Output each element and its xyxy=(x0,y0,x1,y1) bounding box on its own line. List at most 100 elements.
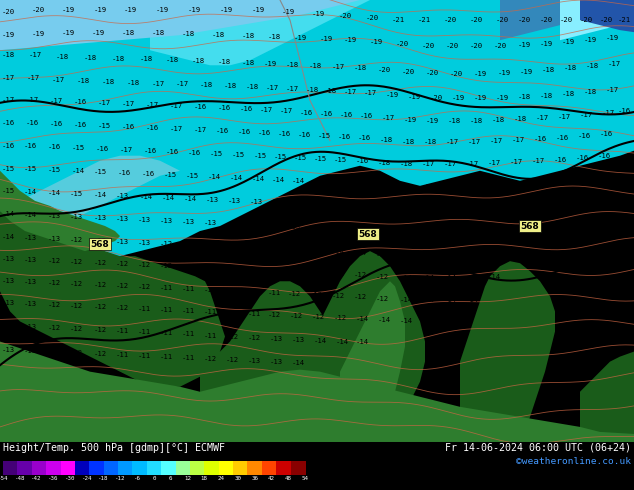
Text: -16: -16 xyxy=(238,128,250,135)
Text: -16: -16 xyxy=(531,181,545,187)
Text: -13: -13 xyxy=(292,337,304,343)
Text: -16: -16 xyxy=(193,104,207,110)
Text: -12: -12 xyxy=(159,241,172,247)
Text: -19: -19 xyxy=(219,7,233,13)
Text: -14: -14 xyxy=(422,297,434,303)
Text: -14: -14 xyxy=(488,274,501,280)
Text: -19: -19 xyxy=(281,9,295,15)
Text: -17: -17 xyxy=(98,100,110,106)
Text: -18: -18 xyxy=(306,87,318,94)
Text: -13: -13 xyxy=(228,198,240,204)
Text: -17: -17 xyxy=(51,77,65,83)
Text: -16: -16 xyxy=(531,204,545,210)
Text: -18: -18 xyxy=(242,33,255,39)
Text: -12: -12 xyxy=(332,294,344,299)
Text: -12: -12 xyxy=(115,283,129,289)
Text: -14: -14 xyxy=(1,234,15,240)
Text: -18: -18 xyxy=(126,80,139,86)
Text: 568: 568 xyxy=(521,221,540,230)
Text: -13: -13 xyxy=(249,199,262,205)
Text: -14: -14 xyxy=(399,275,413,281)
Text: -19: -19 xyxy=(385,93,399,98)
Text: -20: -20 xyxy=(517,17,531,23)
Text: -13: -13 xyxy=(115,216,129,222)
Text: -13: -13 xyxy=(269,336,283,342)
Text: -18: -18 xyxy=(84,55,96,61)
Bar xyxy=(60,461,75,475)
Text: -14: -14 xyxy=(139,194,153,200)
Text: -16: -16 xyxy=(576,155,588,161)
Text: -11: -11 xyxy=(159,354,172,360)
Text: -13: -13 xyxy=(138,240,150,246)
Text: -16: -16 xyxy=(216,127,229,134)
Text: -13: -13 xyxy=(93,215,107,221)
Text: 568: 568 xyxy=(359,229,377,239)
Text: -17: -17 xyxy=(579,112,593,118)
Text: -14: -14 xyxy=(399,297,413,303)
Polygon shape xyxy=(500,0,634,40)
Text: -17: -17 xyxy=(377,183,391,189)
Text: -11: -11 xyxy=(181,355,195,361)
Text: -18: -18 xyxy=(491,117,505,122)
Bar xyxy=(219,461,233,475)
Text: -21: -21 xyxy=(618,17,631,23)
Text: -18: -18 xyxy=(181,31,195,37)
Text: -14: -14 xyxy=(313,338,327,343)
Text: -13: -13 xyxy=(181,219,195,225)
Text: -12: -12 xyxy=(93,260,107,266)
Text: -16: -16 xyxy=(122,123,134,129)
Text: -17: -17 xyxy=(488,160,501,166)
Text: -48: -48 xyxy=(15,476,25,482)
Text: 18: 18 xyxy=(201,476,208,482)
Polygon shape xyxy=(200,369,460,442)
Text: -15: -15 xyxy=(399,207,413,213)
Text: -14: -14 xyxy=(399,318,413,324)
Text: -19: -19 xyxy=(61,7,75,13)
Text: -11: -11 xyxy=(138,329,150,336)
Text: -18: -18 xyxy=(152,30,165,36)
Text: 30: 30 xyxy=(235,476,242,482)
Text: 42: 42 xyxy=(268,476,275,482)
Text: -18: -18 xyxy=(583,89,597,96)
Text: -12: -12 xyxy=(375,274,389,280)
Text: -21: -21 xyxy=(417,17,430,23)
Text: -18: -18 xyxy=(112,56,124,62)
Text: -14: -14 xyxy=(183,196,197,202)
Text: -14: -14 xyxy=(23,189,37,195)
Text: -11: -11 xyxy=(181,286,195,293)
Text: -18: -18 xyxy=(564,65,576,72)
Polygon shape xyxy=(0,111,180,231)
Text: -19: -19 xyxy=(451,96,465,101)
Text: -12: -12 xyxy=(226,357,238,363)
Text: -17: -17 xyxy=(536,115,548,121)
Text: -18: -18 xyxy=(562,92,574,98)
Text: -11: -11 xyxy=(159,285,172,291)
Text: -19: -19 xyxy=(605,35,619,41)
Text: -18: -18 xyxy=(1,52,15,58)
Text: -20: -20 xyxy=(446,43,458,49)
Text: -36: -36 xyxy=(48,476,58,482)
Bar xyxy=(118,461,133,475)
Text: -20: -20 xyxy=(559,17,573,23)
Text: -18: -18 xyxy=(55,54,68,60)
Text: -17: -17 xyxy=(465,161,479,167)
Text: -19: -19 xyxy=(370,39,382,45)
Text: -19: -19 xyxy=(583,37,597,43)
Text: -15: -15 xyxy=(72,145,84,150)
Text: -16: -16 xyxy=(1,143,15,148)
Text: -17: -17 xyxy=(193,126,207,133)
Text: -18: -18 xyxy=(191,58,205,64)
Text: -11: -11 xyxy=(159,330,172,337)
Text: -20: -20 xyxy=(579,17,593,23)
Text: -16: -16 xyxy=(422,207,434,213)
Text: -15: -15 xyxy=(488,206,501,212)
Bar xyxy=(190,461,205,475)
Text: -18: -18 xyxy=(401,139,415,145)
Text: -16: -16 xyxy=(618,108,631,115)
Text: -15: -15 xyxy=(318,133,330,139)
Text: -18: -18 xyxy=(323,88,337,95)
Text: -17: -17 xyxy=(602,109,614,116)
Text: -17: -17 xyxy=(510,182,522,188)
Text: -17: -17 xyxy=(29,52,42,58)
Text: -15: -15 xyxy=(98,122,110,128)
